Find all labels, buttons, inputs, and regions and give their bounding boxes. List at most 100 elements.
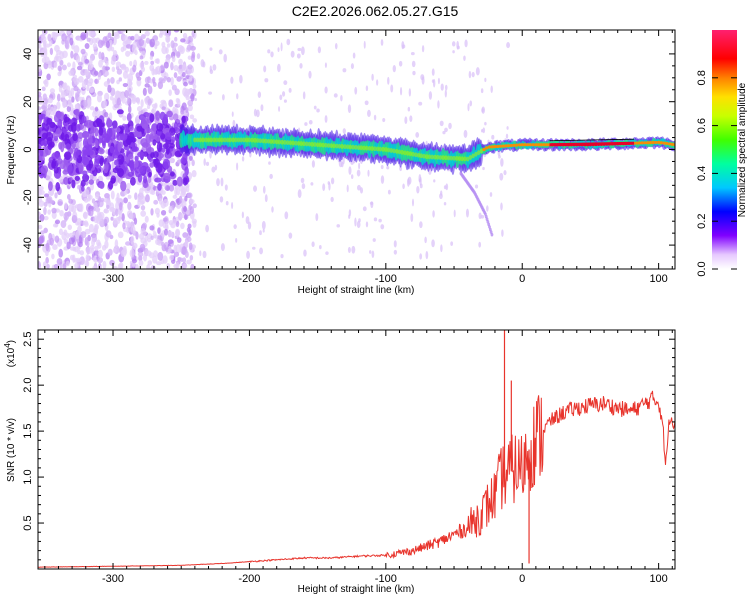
noise-dot (277, 63, 281, 73)
noise-dot (57, 71, 62, 77)
noise-dot (142, 108, 148, 113)
noise-dot (181, 115, 186, 124)
noise-dot (468, 70, 472, 79)
noise-dot (107, 84, 112, 94)
noise-dot (183, 81, 188, 87)
noise-dot (189, 254, 194, 261)
noise-dot (122, 115, 127, 121)
noise-dot (428, 91, 433, 100)
noise-dot (114, 127, 121, 133)
noise-dot (162, 217, 168, 222)
noise-dot (105, 40, 110, 49)
ridge-core (324, 142, 328, 148)
noise-dot (311, 241, 315, 248)
noise-dot (49, 47, 54, 56)
noise-dot (99, 147, 104, 153)
noise-dot (46, 195, 53, 204)
noise-dot (91, 239, 95, 247)
noise-dot (437, 100, 440, 109)
noise-dot (45, 175, 51, 181)
noise-dot (463, 55, 466, 61)
noise-dot (484, 121, 487, 126)
noise-dot (116, 109, 124, 115)
noise-dot (56, 101, 61, 110)
noise-dot (141, 230, 147, 236)
noise-dot (97, 71, 102, 78)
noise-dot (165, 221, 169, 230)
ridge-edge-line (549, 138, 635, 142)
noise-dot (66, 30, 71, 35)
ridge-core (400, 149, 404, 155)
noise-dot (475, 67, 480, 76)
noise-dot (192, 84, 197, 89)
noise-dot (162, 158, 171, 170)
colorbar-tick-label: 0.2 (696, 214, 708, 229)
ridge-core (515, 143, 519, 147)
noise-dot (191, 30, 195, 38)
noise-dot (77, 96, 84, 102)
noise-dot (194, 97, 198, 102)
noise-dot (81, 152, 86, 159)
noise-dot (506, 42, 511, 49)
noise-dot (101, 52, 105, 61)
noise-dot (157, 227, 161, 234)
noise-dot (136, 97, 141, 105)
ridge-core (425, 154, 429, 160)
noise-dot (39, 235, 44, 244)
noise-dot (170, 61, 174, 71)
noise-dot (97, 39, 104, 49)
ridge-core (501, 144, 505, 148)
ridge-core (397, 149, 402, 155)
chart-title: C2E2.2026.062.05.27.G15 (291, 3, 459, 19)
noise-dot (187, 55, 192, 60)
noise-dot (106, 117, 111, 129)
noise-dot (84, 58, 90, 64)
noise-dot (98, 127, 104, 136)
x-tick-label: -300 (102, 573, 124, 585)
noise-dot (145, 194, 150, 203)
noise-dot (498, 154, 501, 159)
noise-dot (425, 140, 428, 147)
noise-dot (67, 98, 72, 108)
noise-dot (262, 185, 266, 194)
noise-dot (117, 142, 122, 153)
ridge-core (545, 143, 549, 147)
noise-dot (163, 114, 168, 125)
noise-dot (45, 131, 54, 142)
noise-dot (116, 68, 123, 75)
noise-dot (160, 241, 165, 247)
noise-dot (158, 198, 163, 205)
noise-dot (181, 102, 187, 111)
noise-dot (96, 215, 101, 225)
noise-dot (122, 70, 128, 79)
ridge-core (408, 151, 412, 157)
noise-dot (362, 206, 367, 212)
noise-dot (369, 201, 374, 205)
noise-dot (141, 222, 148, 230)
noise-dot (167, 142, 175, 149)
ridge-core (343, 144, 347, 150)
noise-dot (45, 256, 49, 264)
noise-dot (86, 240, 90, 247)
noise-dot (76, 203, 83, 210)
ridge-core (348, 144, 352, 150)
noise-dot (424, 236, 427, 244)
noise-dot (506, 126, 509, 130)
noise-dot (154, 43, 158, 50)
noise-dot (55, 181, 61, 192)
noise-dot (116, 192, 120, 202)
noise-dot (49, 237, 54, 246)
x-tick-label: -100 (375, 573, 397, 585)
ridge-core (264, 138, 268, 144)
noise-dot (73, 86, 79, 92)
noise-dot (130, 35, 135, 41)
noise-dot (505, 133, 509, 139)
noise-dot (147, 260, 153, 266)
noise-dot (150, 152, 155, 159)
noise-dot (437, 77, 440, 85)
noise-dot (402, 183, 405, 190)
noise-dot (245, 216, 250, 224)
noise-dot (286, 38, 291, 46)
noise-dot (151, 190, 156, 195)
noise-dot (129, 60, 133, 67)
